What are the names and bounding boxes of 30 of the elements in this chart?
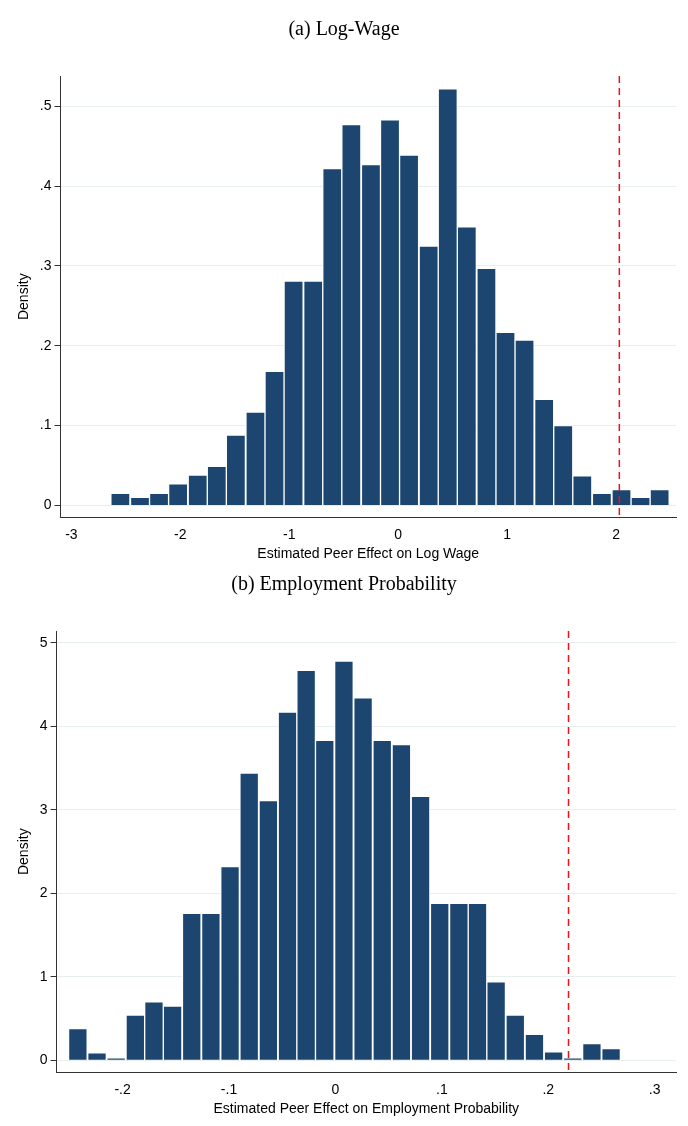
chart-title: (a) Log-Wage [288,17,400,41]
y-axis-title: Density [15,828,32,876]
x-tick-label: -2 [174,525,187,542]
x-tick-label: .2 [542,1080,555,1097]
y-tick-label: .4 [39,177,52,194]
chart-title: (b) Employment Probability [231,572,457,596]
x-tick-label: -.2 [114,1080,131,1097]
y-tick-label: 1 [39,967,48,984]
x-tick-label: -.1 [220,1080,238,1097]
y-tick-label: 4 [39,717,48,734]
y-tick-label: 2 [39,884,48,901]
y-tick-label: 0 [39,1051,48,1068]
y-tick-label: .2 [39,336,52,353]
y-tick-label: .1 [39,416,52,433]
x-tick-label: 0 [394,525,403,542]
x-axis-title: Estimated Peer Effect on Employment Probability [213,1100,520,1117]
y-tick-label: .3 [39,256,52,273]
y-tick-label: 0 [43,496,52,513]
y-tick-label: .5 [39,97,52,114]
y-tick-label: 3 [39,800,48,817]
x-tick-label: -1 [283,525,296,542]
x-tick-label: 2 [612,525,621,542]
y-tick-label: 5 [39,633,48,650]
x-tick-label: 1 [503,525,512,542]
x-tick-label: .3 [648,1080,661,1097]
x-tick-label: -3 [65,525,78,542]
x-tick-label: .1 [436,1080,448,1097]
y-axis-title: Density [15,273,32,321]
x-tick-label: 0 [331,1080,340,1097]
x-axis-title: Estimated Peer Effect on Log Wage [257,545,480,562]
